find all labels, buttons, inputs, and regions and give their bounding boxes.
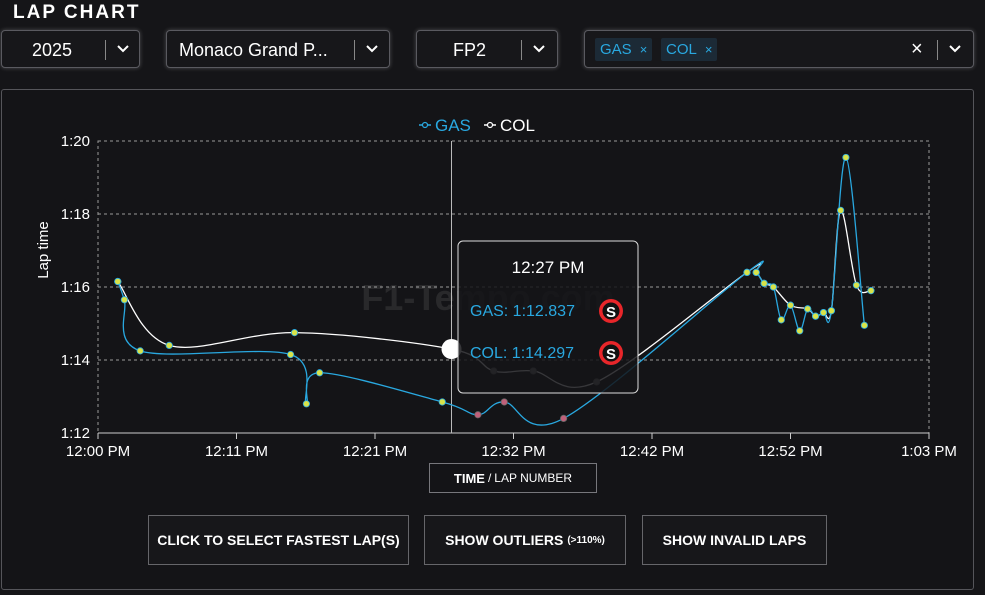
data-point-col [811,312,820,320]
legend-label: COL [500,116,535,135]
tooltip-row-col: COL: 1:14.297 [470,345,574,362]
button-label: SHOW OUTLIERS [445,532,564,548]
soft-tyre-icon: S [599,341,623,365]
driver-chip-gas[interactable]: GAS × [595,38,653,61]
data-point-gas [315,369,324,377]
axis-mode-active[interactable]: TIME [453,470,485,486]
soft-tyre-icon: S [599,299,623,323]
chevron-down-icon[interactable] [112,38,134,60]
series-points[interactable] [114,153,875,422]
select-separator [354,40,355,60]
data-point-gas [474,411,482,419]
x-tick-label: 12:52 PM [758,443,822,460]
year-select[interactable]: 2025 [1,30,140,68]
close-icon[interactable]: × [704,42,713,57]
close-icon[interactable]: × [639,42,648,57]
x-tick-label: 12:11 PM [205,443,268,460]
legend-marker-icon [486,121,494,129]
data-point-gas [860,321,868,329]
session-value: FP2 [453,40,487,60]
event-select[interactable]: Monaco Grand P... [166,30,390,68]
show-invalid-laps-button[interactable]: SHOW INVALID LAPS [642,515,827,565]
tyre-letter: S [606,346,616,363]
data-point-col [752,268,760,276]
session-select[interactable]: FP2 [416,30,558,68]
data-point-gas [120,296,128,304]
button-note: (>110%) [567,534,605,546]
x-tick-label: 1:03 PM [901,443,957,460]
event-value: Monaco Grand P... [179,40,328,60]
chip-label: COL [666,41,697,58]
clear-icon[interactable]: × [911,38,923,60]
data-point-col [165,341,173,349]
legend-marker-icon [421,121,429,129]
x-tick-label: 12:42 PM [620,443,684,460]
button-label: SHOW INVALID LAPS [662,532,807,548]
y-tick-label: 1:14 [61,352,90,369]
tyre-letter: S [606,304,616,321]
y-tick-label: 1:20 [61,133,90,150]
data-point-gas [286,350,295,359]
y-axis-label: Lap time [35,221,52,279]
chevron-down-icon[interactable] [528,38,550,60]
data-point-col [852,281,861,289]
axis-mode-separator: / [487,471,492,485]
driver-chip-col[interactable]: COL × [661,38,718,61]
data-point-gas [842,153,850,162]
data-point-gas [500,398,508,406]
data-point-gas [777,316,785,324]
y-tick-label: 1:12 [61,425,90,442]
hover-marker [441,339,462,360]
tooltip: 12:27 PM GAS: 1:12.837 S COL: 1:14.297 S [457,240,639,394]
x-tick-label: 12:32 PM [481,443,545,460]
data-point-col [827,307,835,315]
legend[interactable]: GAS COL [419,116,535,135]
select-separator [105,40,106,60]
tooltip-time: 12:27 PM [512,258,585,277]
data-point-gas [136,347,144,355]
data-point-col [114,277,122,286]
data-point-gas [796,327,804,335]
select-separator [937,40,938,60]
select-separator [521,40,522,60]
data-point-col [786,301,795,309]
data-point-gas [560,414,568,422]
x-tick-label: 12:21 PM [343,443,407,460]
chevron-down-icon[interactable] [361,38,383,60]
tooltip-row-gas: GAS: 1:12.837 [470,303,575,320]
page-title: LAP CHART [13,2,141,23]
data-point-col [804,305,812,313]
data-point-col [769,283,777,291]
data-point-col [819,308,828,317]
x-tick-label: 12:00 PM [66,443,130,460]
chevron-down-icon[interactable] [944,38,966,60]
data-point-col [290,329,299,337]
legend-item-col[interactable]: COL [484,116,535,135]
legend-item-gas[interactable]: GAS [419,116,471,135]
y-tick-label: 1:16 [61,279,90,296]
legend-label: GAS [435,116,471,135]
show-outliers-button[interactable]: SHOW OUTLIERS (>110%) [424,515,626,565]
data-point-gas [438,398,446,406]
chip-label: GAS [600,41,632,58]
data-point-col [837,206,845,214]
data-point-col [867,287,875,295]
button-label: CLICK TO SELECT FASTEST LAP(S) [157,532,400,548]
select-fastest-laps-button[interactable]: CLICK TO SELECT FASTEST LAP(S) [148,515,409,565]
year-value: 2025 [32,40,73,60]
axis-mode-inactive[interactable]: LAP NUMBER [494,471,573,485]
drivers-select[interactable]: GAS × COL × × [584,30,974,68]
data-point-col [743,268,751,276]
data-point-col [760,279,768,287]
y-tick-label: 1:18 [61,206,90,223]
axis-ticks: 1:12 1:14 1:16 1:18 1:20 12:00 PM 12:11 PM 12:2… [61,133,957,460]
data-point-gas [302,400,311,408]
x-axis-mode-toggle[interactable]: TIME / LAP NUMBER [429,463,597,493]
